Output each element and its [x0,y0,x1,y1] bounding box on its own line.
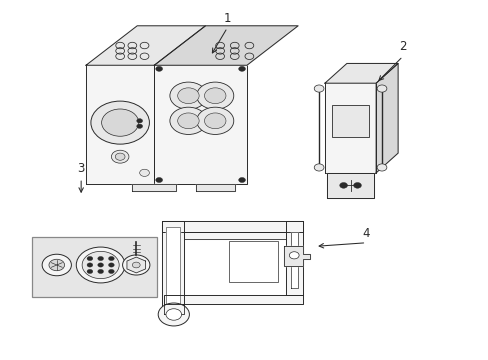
Circle shape [140,169,149,176]
Circle shape [87,269,93,274]
Circle shape [169,107,206,134]
Circle shape [177,113,199,129]
Circle shape [42,254,71,276]
Text: 4: 4 [362,227,369,240]
Circle shape [156,177,162,183]
Circle shape [376,164,386,171]
Polygon shape [183,232,285,239]
Circle shape [238,66,245,71]
Circle shape [177,88,199,104]
Polygon shape [165,226,180,304]
Circle shape [122,255,150,275]
Circle shape [82,251,119,279]
Text: 1: 1 [223,12,231,25]
Polygon shape [161,221,303,232]
Circle shape [137,124,142,129]
Circle shape [108,263,114,267]
Polygon shape [285,221,303,295]
Circle shape [76,247,125,283]
Polygon shape [163,295,303,304]
Circle shape [289,252,299,259]
Circle shape [98,256,103,261]
Bar [32,237,157,297]
Text: 3: 3 [77,162,84,175]
Circle shape [156,66,162,71]
Circle shape [108,269,114,274]
Circle shape [108,256,114,261]
Circle shape [314,164,324,171]
Circle shape [137,119,142,123]
Circle shape [102,109,139,136]
Circle shape [204,88,225,104]
Circle shape [339,183,347,188]
Circle shape [376,85,386,92]
Circle shape [98,269,103,274]
Polygon shape [132,184,176,191]
Polygon shape [163,304,183,315]
Circle shape [87,256,93,261]
Circle shape [196,107,233,134]
Polygon shape [327,173,373,198]
Polygon shape [127,257,145,273]
Circle shape [115,153,125,160]
Polygon shape [86,65,154,184]
Circle shape [49,259,64,271]
Polygon shape [195,184,234,191]
Circle shape [165,309,181,320]
Bar [331,105,368,137]
Circle shape [158,303,189,326]
Polygon shape [154,26,298,65]
Circle shape [111,150,129,163]
Polygon shape [325,63,397,83]
Circle shape [353,183,361,188]
Circle shape [91,101,149,144]
Circle shape [204,113,225,129]
Polygon shape [325,83,375,173]
Polygon shape [375,63,397,173]
Bar [228,241,277,282]
Polygon shape [154,65,246,184]
Circle shape [238,177,245,183]
Circle shape [98,263,103,267]
Polygon shape [290,232,298,288]
Text: 2: 2 [398,40,406,53]
Polygon shape [86,26,205,65]
Circle shape [132,262,140,268]
Circle shape [87,263,93,267]
Circle shape [196,82,233,109]
Polygon shape [283,246,310,266]
Polygon shape [161,221,183,309]
Circle shape [314,85,324,92]
Circle shape [169,82,206,109]
